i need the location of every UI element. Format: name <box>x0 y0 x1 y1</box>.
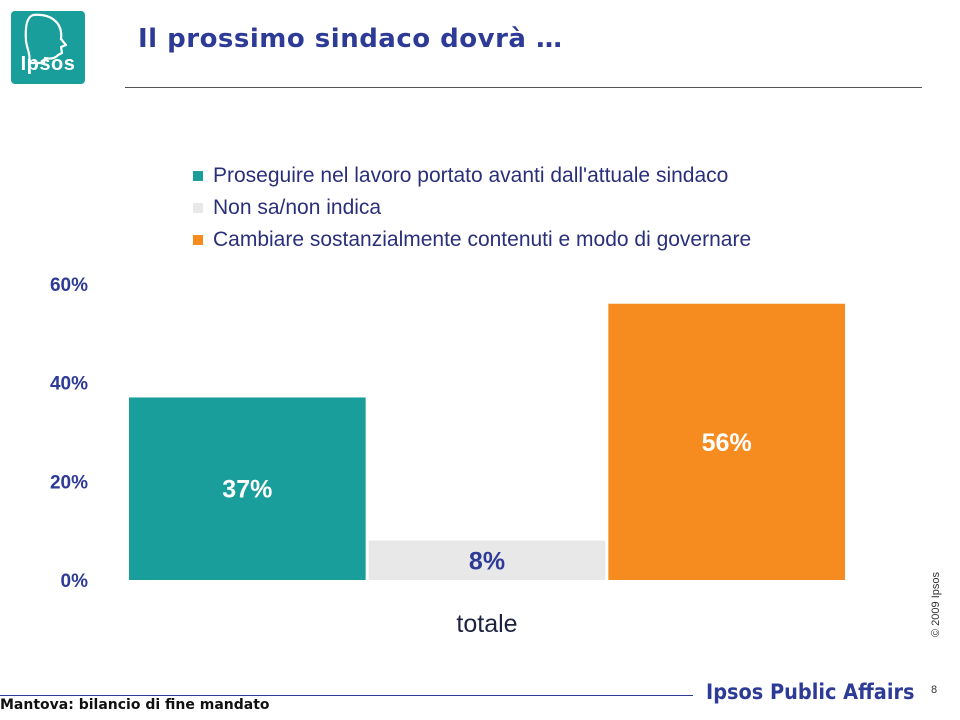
bar <box>129 397 366 580</box>
x-category-label: totale <box>456 610 517 638</box>
footer-subtitle: Mantova: bilancio di fine mandato <box>0 697 270 713</box>
legend-item-proseguire: Proseguire nel lavoro portato avanti dal… <box>193 160 751 192</box>
bar-data-label: 56% <box>702 429 752 457</box>
profile-head-icon <box>24 13 68 65</box>
legend-swatch-cambiare <box>193 235 203 245</box>
y-tick-label: 0% <box>61 571 89 592</box>
legend-label-cambiare: Cambiare sostanzialmente contenuti e mod… <box>213 228 752 251</box>
legend-label-proseguire: Proseguire nel lavoro portato avanti dal… <box>213 164 729 187</box>
chart-legend: Proseguire nel lavoro portato avanti dal… <box>193 160 751 256</box>
legend-item-cambiare: Cambiare sostanzialmente contenuti e mod… <box>193 224 751 256</box>
bar <box>608 303 845 580</box>
page-title: Il prossimo sindaco dovrà … <box>138 24 563 54</box>
bar-data-label: 37% <box>222 476 272 504</box>
legend-swatch-proseguire <box>193 171 203 181</box>
legend-label-non-sa: Non sa/non indica <box>213 196 382 219</box>
bar-data-label: 8% <box>469 547 505 575</box>
ipsos-logo: Ipsos <box>11 11 85 84</box>
page-number: 8 <box>931 684 938 696</box>
footer-brand: Ipsos Public Affairs <box>706 680 915 704</box>
copyright-notice: © 2009 Ipsos <box>930 572 942 637</box>
legend-item-non-sa: Non sa/non indica <box>193 192 751 224</box>
y-tick-label: 60% <box>50 275 88 296</box>
bar <box>368 540 606 580</box>
y-tick-label: 20% <box>50 472 88 493</box>
logo-text: Ipsos <box>20 53 76 75</box>
legend-swatch-non-sa <box>193 203 203 213</box>
footer-divider <box>0 695 693 696</box>
title-divider <box>125 87 922 88</box>
y-tick-label: 40% <box>50 374 88 395</box>
